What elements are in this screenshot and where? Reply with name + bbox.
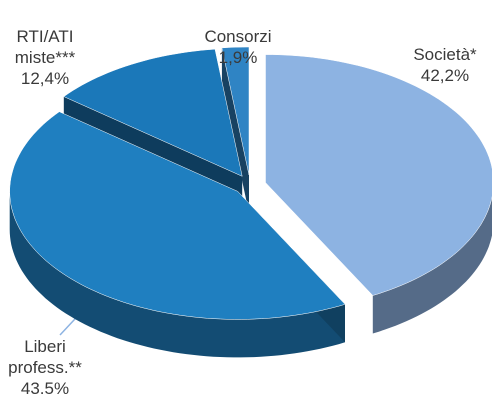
slice-label: Consorzi 1,9% <box>183 26 293 68</box>
slice <box>265 54 492 296</box>
category-label: RTI/ATI miste*** <box>14 27 76 67</box>
category-label: Consorzi <box>204 27 272 46</box>
value-label: 42,2% <box>420 66 470 85</box>
slice <box>221 46 250 176</box>
value-label: 43.5% <box>20 379 70 398</box>
slice <box>9 111 346 320</box>
slice <box>63 48 243 177</box>
category-label: Società* <box>413 45 477 64</box>
value-label: 12,4% <box>20 69 70 88</box>
slice-label: Società* 42,2% <box>390 44 492 86</box>
slice-side <box>9 191 345 358</box>
slice-side <box>372 197 492 334</box>
slice-label: RTI/ATI miste*** 12,4% <box>5 26 85 89</box>
slice-label: Liberi profess.** 43.5% <box>5 336 85 399</box>
category-label: Liberi profess.** <box>8 337 82 377</box>
slice-wall <box>221 47 249 214</box>
value-label: 1,9% <box>218 48 258 67</box>
